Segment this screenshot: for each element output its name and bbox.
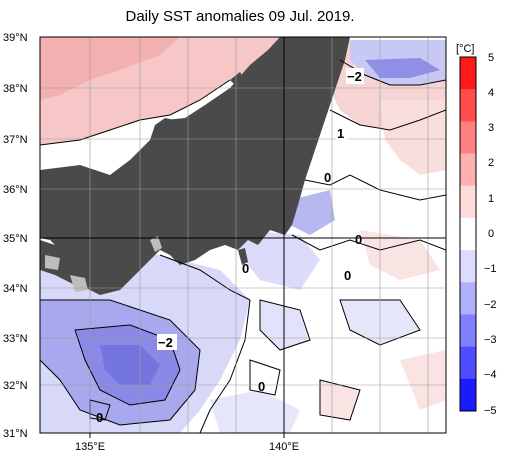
- lat-label: 33°N: [3, 333, 28, 345]
- colorbar-swatch: [460, 282, 476, 315]
- colorbar-label: 0: [488, 228, 494, 240]
- contour-label: 0: [355, 232, 362, 247]
- cold-anomaly-region: [290, 190, 335, 235]
- colorbar-swatch: [460, 89, 476, 122]
- land-honshu: [40, 37, 350, 295]
- colorbar-label: 4: [488, 87, 494, 99]
- colorbar-label: 2: [488, 157, 494, 169]
- contour-label: 0: [96, 410, 103, 425]
- cold-anomaly-region: [240, 230, 320, 290]
- map-title: Daily SST anomalies 09 Jul. 2019.: [125, 8, 355, 25]
- colorbar-swatch: [460, 346, 476, 380]
- colorbar-label: −4: [484, 369, 497, 381]
- contour-label: 0: [242, 261, 249, 276]
- lat-axis: 39°N 38°N 37°N 36°N 35°N 34°N 33°N 32°N …: [3, 32, 28, 440]
- land-sado-island: [230, 72, 245, 88]
- lat-label: 32°N: [3, 380, 28, 392]
- colorbar-swatch: [460, 378, 476, 412]
- lat-label: 39°N: [3, 32, 28, 44]
- contour-label: 0: [324, 170, 331, 185]
- colorbar-unit: [°C]: [456, 43, 474, 55]
- colorbar-label: −5: [484, 405, 497, 417]
- cold-anomaly-region: [100, 345, 160, 385]
- contour-label: −2: [158, 335, 173, 350]
- lon-label: 135°E: [75, 441, 105, 453]
- lat-label: 38°N: [3, 83, 28, 95]
- contour-label: −2: [347, 69, 362, 84]
- map-graticule: [40, 37, 446, 433]
- contour-line: [319, 379, 361, 421]
- contour-labels: −2 1 0 0 0 0 −2 0 0: [96, 68, 364, 425]
- contour-label: 0: [258, 379, 265, 394]
- colorbar-swatch: [460, 250, 476, 283]
- colorbar-swatch: [460, 57, 476, 90]
- warm-anomaly-region: [320, 380, 360, 420]
- contour-label: 1: [337, 126, 344, 141]
- lon-label: 140°E: [269, 441, 299, 453]
- colorbar-label: −1: [484, 263, 497, 275]
- warm-anomaly-region: [40, 37, 180, 100]
- colorbar-label: 3: [488, 122, 494, 134]
- contour-line: [249, 359, 281, 396]
- contour-line: [339, 299, 421, 346]
- lon-axis: 135°E 140°E: [75, 433, 299, 453]
- map-frame: [39, 36, 447, 434]
- lake-biwa: [150, 236, 162, 252]
- colorbar-frame: [459, 56, 477, 412]
- colorbar-label: 5: [488, 52, 494, 64]
- contour-line: [159, 254, 251, 433]
- cold-anomaly-region: [365, 58, 440, 78]
- cold-anomaly-region: [210, 390, 300, 433]
- colorbar-swatch: [460, 217, 476, 251]
- land-shikoku: [40, 240, 90, 285]
- colorbar: [°C] 5 4 3 2 1 0 −1 −2 −3 −4 −5: [456, 43, 497, 417]
- warm-anomaly-region: [400, 350, 446, 410]
- lat-label: 36°N: [3, 184, 28, 196]
- lat-label: 37°N: [3, 134, 28, 146]
- colorbar-label: 1: [488, 193, 494, 205]
- warm-anomaly-region: [380, 100, 446, 175]
- colorbar-swatch: [460, 121, 476, 155]
- contour-line: [304, 174, 446, 201]
- contour-label: 0: [344, 268, 351, 283]
- contour-line: [291, 234, 446, 251]
- lat-label: 31°N: [3, 428, 28, 440]
- land-noto-peninsula: [150, 118, 175, 140]
- colorbar-swatch: [460, 153, 476, 187]
- map-plot-area: [40, 37, 446, 433]
- land-izu-peninsula: [238, 248, 248, 265]
- colorbar-swatch: [460, 314, 476, 348]
- bay-grey: [45, 255, 60, 270]
- contour-line: [259, 299, 311, 351]
- lat-label: 34°N: [3, 283, 28, 295]
- contour-line: [329, 109, 446, 131]
- cold-anomaly-region: [260, 300, 310, 350]
- lat-label: 35°N: [3, 233, 28, 245]
- colorbar-label: −3: [484, 334, 497, 346]
- colorbar-swatch: [460, 185, 476, 219]
- colorbar-label: −2: [484, 299, 497, 311]
